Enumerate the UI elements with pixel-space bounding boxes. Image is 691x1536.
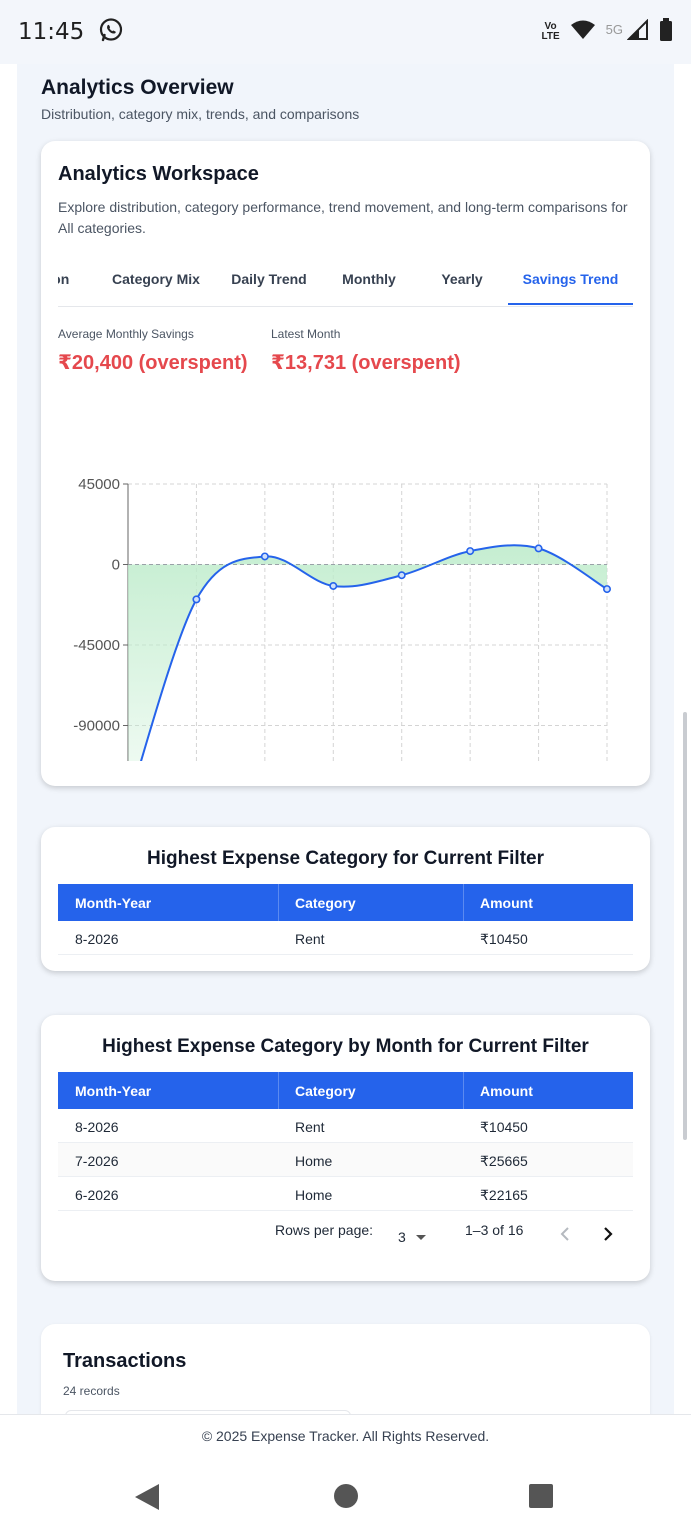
latest-month-label: Latest Month	[271, 327, 341, 341]
avg-monthly-savings-value: ₹20,400 (overspent)	[58, 352, 248, 374]
highest-expense-card: Highest Expense Category for Current Fil…	[41, 827, 650, 971]
chevron-left-icon	[560, 1227, 569, 1241]
data-point	[602, 585, 611, 594]
dropdown-arrow-icon	[415, 1235, 426, 1240]
footer-text: © 2025 Expense Tracker. All Rights Reser…	[201, 1428, 490, 1444]
next-page-button[interactable]	[601, 1225, 615, 1246]
data-point	[397, 571, 406, 580]
savings-area	[128, 545, 607, 761]
analytics-workspace-card: Analytics Workspace Explore distribution…	[41, 141, 650, 786]
back-icon[interactable]	[133, 1482, 161, 1512]
overview-title: Analytics Overview	[41, 76, 234, 99]
workspace-description: Explore distribution, category performan…	[58, 199, 628, 236]
highest-expense-by-month-card: Highest Expense Category by Month for Cu…	[41, 1015, 650, 1281]
column-header-category[interactable]: Category	[295, 1083, 356, 1099]
system-nav-bar	[0, 1460, 691, 1536]
signal-icon	[626, 18, 649, 46]
transactions-title: Transactions	[63, 1350, 187, 1372]
data-point	[260, 552, 269, 561]
y-tick-label: 0	[112, 557, 120, 574]
transactions-count: 24 records	[63, 1384, 120, 1398]
status-bar: 11:45 Vo LTE 5G	[0, 0, 691, 64]
rows-per-page-value: 3	[398, 1229, 406, 1245]
cell-category: Home	[295, 1187, 333, 1203]
table-row: 8-2026 Rent ₹10450	[58, 921, 633, 955]
transactions-card: Transactions 24 records	[41, 1324, 650, 1414]
home-icon[interactable]	[332, 1482, 360, 1510]
cell-amount: ₹22165	[480, 1187, 528, 1203]
analytics-page: Analytics Overview Distribution, categor…	[17, 64, 674, 1414]
cell-amount: ₹25665	[480, 1153, 528, 1169]
cell-amount: ₹10450	[480, 1119, 528, 1135]
status-time: 11:45	[18, 19, 85, 45]
data-point	[466, 547, 475, 556]
data-point	[192, 595, 201, 604]
tab-distribution[interactable]: Distribution	[58, 271, 70, 287]
recents-icon[interactable]	[527, 1482, 555, 1510]
tab-monthly[interactable]: Monthly	[342, 271, 396, 287]
table-header: Month-Year Category Amount	[58, 884, 633, 921]
column-header-amount[interactable]: Amount	[480, 1083, 533, 1099]
latest-month-value: ₹13,731 (overspent)	[271, 352, 461, 374]
rows-per-page-label: Rows per page:	[275, 1222, 374, 1238]
table-header: Month-Year Category Amount	[58, 1072, 633, 1109]
y-tick-label: -90000	[73, 718, 120, 735]
column-header-amount[interactable]: Amount	[480, 895, 533, 911]
column-header-month-year[interactable]: Month-Year	[75, 1083, 152, 1099]
cell-category: Rent	[295, 1119, 325, 1135]
analytics-tabs: Distribution Category Mix Daily Trend Mo…	[58, 259, 633, 307]
tab-daily-trend[interactable]: Daily Trend	[231, 271, 307, 287]
tab-savings-trend[interactable]: Savings Trend	[508, 259, 633, 305]
y-tick-label: -45000	[73, 637, 120, 654]
data-point	[534, 544, 543, 553]
cell-month-year: 7-2026	[75, 1153, 119, 1169]
highest-expense-by-month-title: Highest Expense Category by Month for Cu…	[102, 1036, 589, 1057]
column-header-month-year[interactable]: Month-Year	[75, 895, 152, 911]
tab-category-mix[interactable]: Category Mix	[112, 271, 200, 287]
footer: © 2025 Expense Tracker. All Rights Reser…	[0, 1414, 691, 1460]
page-scrollbar[interactable]	[683, 712, 687, 1140]
cell-month-year: 6-2026	[75, 1187, 119, 1203]
data-point	[329, 581, 338, 590]
table-row: 8-2026 Rent ₹10450	[58, 1109, 633, 1143]
rows-per-page-select[interactable]: 3	[398, 1229, 428, 1245]
table-pagination: Rows per page: 3 1–3 of 16	[58, 1211, 633, 1251]
overview-subtitle: Distribution, category mix, trends, and …	[41, 106, 360, 122]
savings-trend-chart: 450000-45000-90000-135000JanuaryFebruary…	[73, 476, 611, 761]
battery-icon	[659, 17, 673, 47]
previous-page-button[interactable]	[558, 1225, 572, 1246]
highest-expense-title: Highest Expense Category for Current Fil…	[147, 848, 544, 869]
cell-month-year: 8-2026	[75, 1119, 119, 1135]
network-type: 5G	[605, 21, 623, 37]
y-tick-label: 45000	[78, 476, 120, 493]
pagination-range: 1–3 of 16	[465, 1222, 524, 1238]
cell-month-year: 8-2026	[75, 931, 119, 947]
table-row: 6-2026 Home ₹22165	[58, 1177, 633, 1211]
column-header-category[interactable]: Category	[295, 895, 356, 911]
cell-category: Home	[295, 1153, 333, 1169]
cell-amount: ₹10450	[480, 931, 528, 947]
tab-yearly[interactable]: Yearly	[441, 271, 483, 287]
volte-indicator: Vo LTE	[541, 21, 560, 42]
chevron-right-icon	[604, 1227, 613, 1241]
wifi-icon	[570, 19, 596, 46]
avg-monthly-savings-label: Average Monthly Savings	[58, 327, 194, 341]
whatsapp-icon	[98, 17, 124, 48]
table-row: 7-2026 Home ₹25665	[58, 1143, 633, 1177]
cell-category: Rent	[295, 931, 325, 947]
workspace-title: Analytics Workspace	[58, 163, 259, 185]
